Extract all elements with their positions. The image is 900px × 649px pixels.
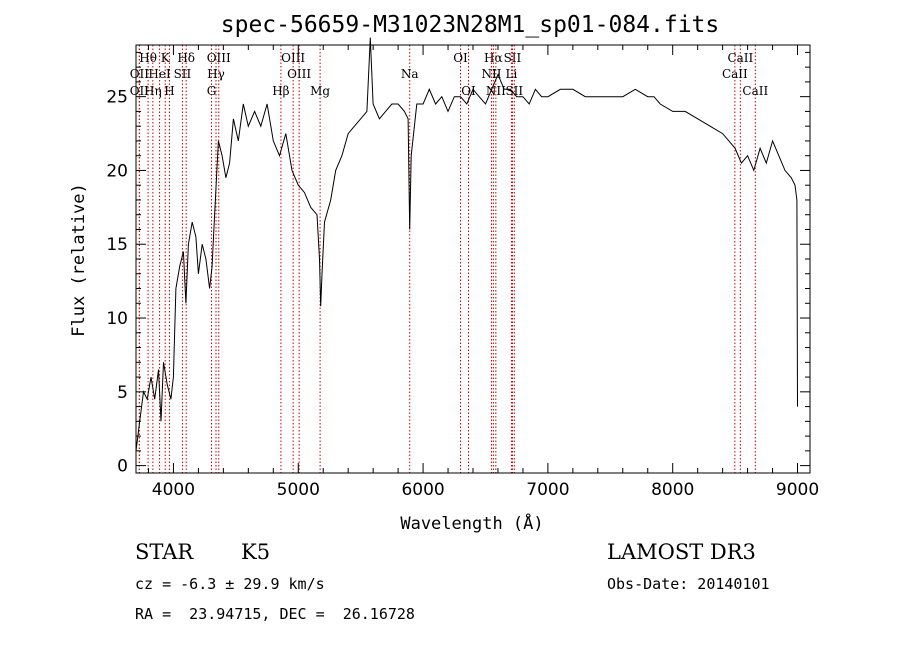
emission-line-label: G (207, 84, 217, 98)
x-tick-label: 6000 (401, 480, 444, 500)
emission-line-label: Na (401, 67, 419, 81)
emission-line-label: Hβ (272, 84, 289, 98)
x-tick-label: 9000 (776, 480, 819, 500)
emission-line-label: SII (504, 51, 522, 65)
emission-line-label: SII (174, 67, 192, 81)
emission-line-label: Hδ (177, 51, 195, 65)
emission-line-label: Hθ (139, 51, 157, 65)
emission-line-label: Hη (144, 84, 162, 98)
y-tick-label: 20 (106, 161, 128, 181)
emission-line-label: OIII (207, 51, 231, 65)
y-tick-label: 0 (117, 457, 128, 477)
emission-line-label: NII (481, 67, 501, 81)
spectrum-line (135, 37, 798, 451)
emission-line-label: NII (486, 84, 506, 98)
y-tick-label: 15 (106, 235, 128, 255)
emission-line-label: H (164, 84, 174, 98)
coordinates: RA = 23.94715, DEC = 26.16728 (135, 605, 415, 623)
emission-line-label: Hγ (207, 67, 225, 81)
plot-frame (135, 44, 811, 474)
emission-line-label: OIII (281, 51, 305, 65)
emission-line-label: OII (130, 84, 150, 98)
spectral-subclass: K5 (241, 540, 271, 564)
emission-line-label: OIII (287, 67, 311, 81)
x-tick-label: 5000 (277, 480, 320, 500)
emission-line-label: HeI (148, 67, 171, 81)
emission-line-label: CaII (722, 67, 748, 81)
object-type: STAR (135, 540, 194, 564)
emission-line-label: K (161, 51, 171, 65)
y-tick-label: 25 (106, 88, 128, 108)
x-tick-label: 8000 (651, 480, 694, 500)
redshift-cz: cz = -6.3 ± 29.9 km/s (135, 575, 325, 593)
chart-title: spec-56659-M31023N28M1_sp01-084.fits (221, 12, 720, 38)
emission-line-label: CaII (742, 84, 768, 98)
x-axis-label: Wavelength (Å) (400, 512, 543, 534)
x-tick-label: 7000 (526, 480, 569, 500)
x-tick-label: 4000 (152, 480, 195, 500)
observation-date: Obs-Date: 20140101 (607, 575, 770, 593)
emission-line-label: Hα (484, 51, 503, 65)
emission-line-label: SII (505, 84, 523, 98)
emission-line-label: OI (461, 84, 476, 98)
emission-line-label: Mg (310, 84, 330, 98)
y-tick-label: 5 (117, 383, 128, 403)
emission-line-label: Li (506, 67, 518, 81)
emission-line-label: CaII (727, 51, 753, 65)
emission-line-label: OI (453, 51, 468, 65)
y-axis-label: Flux (relative) (69, 183, 89, 337)
y-tick-label: 10 (106, 309, 128, 329)
survey-name: LAMOST DR3 (607, 540, 756, 564)
